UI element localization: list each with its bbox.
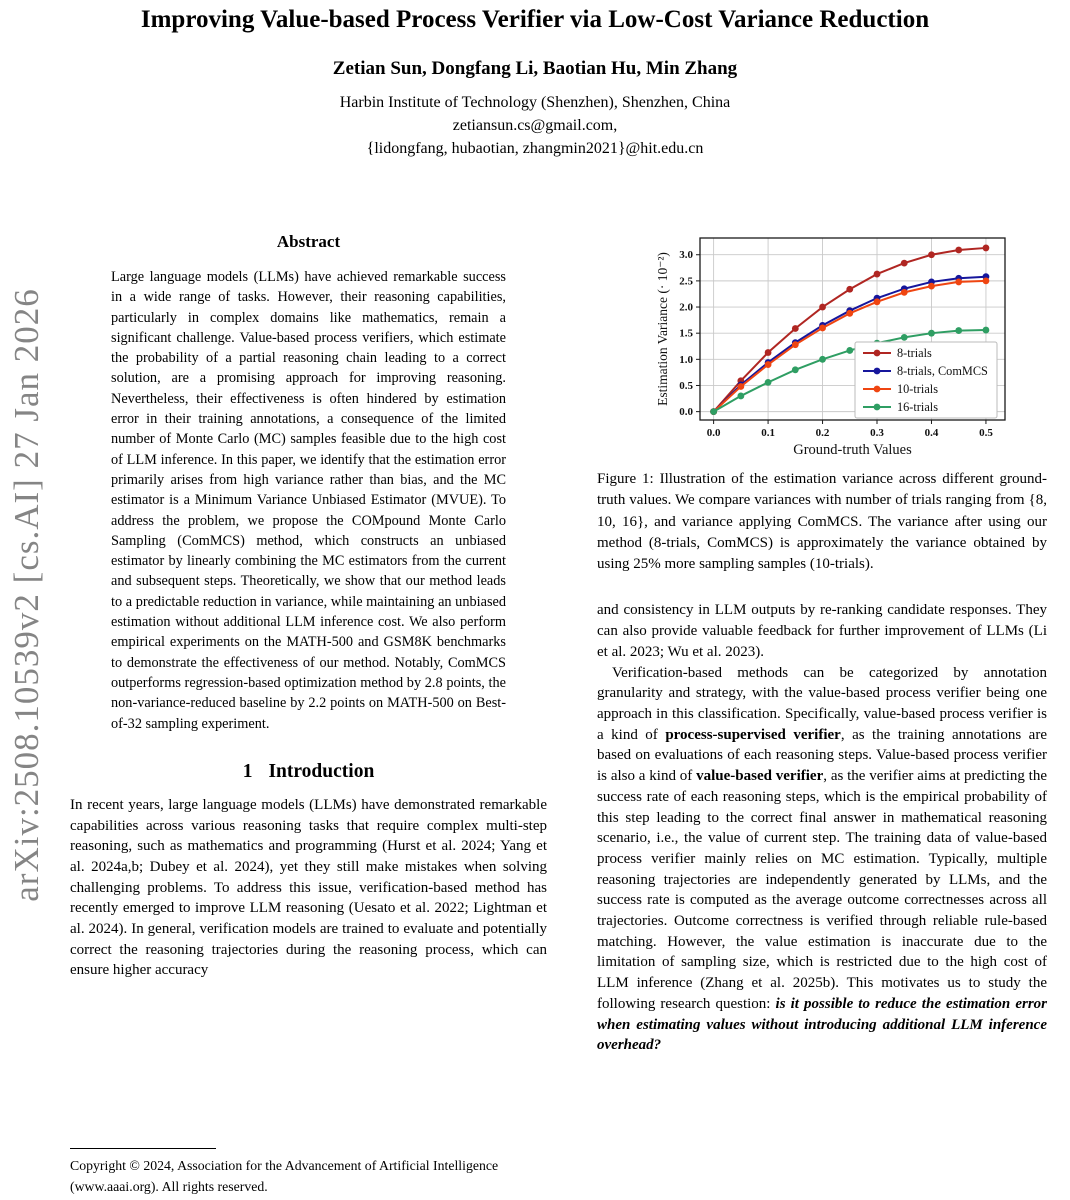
data-point bbox=[819, 303, 826, 311]
copyright-footnote: Copyright © 2024, Association for the Ad… bbox=[70, 1148, 547, 1197]
introduction-paragraph: In recent years, large language models (… bbox=[70, 796, 547, 979]
data-point bbox=[764, 378, 772, 386]
data-point bbox=[955, 278, 963, 286]
figure-1: 0.0 0.1 0.2 0.3 0.4 0.5 0.0 0.5 1.0 1.5 2.0 2.5 3.0 G… bbox=[597, 228, 1047, 575]
left-column: Abstract Large language models (LLMs) ha… bbox=[70, 232, 547, 1194]
tick-label-y: 3.0 bbox=[679, 249, 693, 261]
arxiv-watermark: arXiv:2508.10539v2 [cs.AI] 27 Jan 2026 bbox=[7, 288, 46, 902]
tick-label-x: 0.4 bbox=[925, 427, 939, 439]
data-point bbox=[982, 326, 990, 334]
right-paragraph-2: Verification-based methods can be catego… bbox=[597, 664, 1048, 1054]
data-point bbox=[928, 251, 935, 259]
x-axis-label: Ground-truth Values bbox=[793, 442, 912, 458]
data-point bbox=[764, 349, 772, 356]
right-column-body: and consistency in LLM outputs by re-ran… bbox=[597, 600, 1047, 1055]
copyright-text: Copyright © 2024, Association for the Ad… bbox=[70, 1158, 499, 1194]
email-line-1: zetiansun.cs@gmail.com, bbox=[452, 117, 618, 134]
data-point bbox=[873, 298, 881, 306]
data-point bbox=[955, 327, 963, 334]
legend-label: 8-trials, ComMCS bbox=[897, 364, 988, 378]
legend-label: 10-trials bbox=[897, 382, 938, 396]
section-title: Introduction bbox=[268, 760, 375, 782]
data-point bbox=[737, 383, 745, 390]
tick-label-y: 0.5 bbox=[679, 380, 693, 392]
data-point bbox=[928, 329, 935, 337]
email-line-2: {lidongfang, hubaotian, zhangmin2021}@hi… bbox=[366, 140, 704, 157]
data-point bbox=[982, 277, 990, 285]
data-point bbox=[791, 366, 799, 374]
footnote-rule bbox=[70, 1148, 216, 1149]
tick-label-x: 0.3 bbox=[870, 427, 884, 439]
legend-marker bbox=[873, 367, 881, 375]
data-point bbox=[928, 282, 935, 290]
data-point bbox=[791, 325, 799, 332]
plot-frame bbox=[699, 237, 1006, 421]
data-point bbox=[819, 324, 826, 332]
data-point bbox=[710, 408, 718, 416]
right-column: 0.0 0.1 0.2 0.3 0.4 0.5 0.0 0.5 1.0 1.5 2.0 2.5 3.0 G… bbox=[597, 228, 1047, 1056]
data-point bbox=[900, 333, 908, 341]
data-point bbox=[737, 392, 745, 400]
tick-label-y: 1.0 bbox=[679, 354, 693, 366]
abstract-section: Abstract Large language models (LLMs) ha… bbox=[111, 232, 506, 734]
legend-marker bbox=[873, 385, 881, 393]
data-point bbox=[900, 259, 908, 267]
authors-line: Zetian Sun, Dongfang Li, Baotian Hu, Min… bbox=[332, 58, 738, 79]
estimation-variance-chart: 0.0 0.1 0.2 0.3 0.4 0.5 0.0 0.5 1.0 1.5 2.0 2.5 3.0 G… bbox=[655, 228, 1015, 460]
legend-label: 16-trials bbox=[897, 400, 938, 414]
data-point bbox=[982, 244, 990, 252]
affiliation-line: Harbin Institute of Technology (Shenzhen… bbox=[339, 94, 731, 111]
tick-label-x: 0.5 bbox=[979, 427, 993, 439]
introduction-heading: 1 Introduction bbox=[70, 761, 547, 783]
legend-marker bbox=[873, 403, 881, 411]
data-point bbox=[819, 355, 826, 363]
tick-label-y: 0.0 bbox=[679, 406, 693, 418]
figure-1-caption: Figure 1: Illustration of the estimation… bbox=[597, 471, 1047, 573]
tick-label-y: 2.0 bbox=[679, 302, 693, 314]
tick-label-y: 1.5 bbox=[679, 328, 693, 340]
right-paragraph-1: and consistency in LLM outputs by re-ran… bbox=[597, 602, 1047, 660]
data-point bbox=[846, 347, 854, 354]
paper-header: Improving Value-based Process Verifier v… bbox=[0, 0, 1070, 160]
data-point bbox=[846, 285, 854, 293]
tick-label-y: 2.5 bbox=[679, 275, 693, 287]
tick-label-x: 0.0 bbox=[707, 427, 721, 439]
affiliation-block: Harbin Institute of Technology (Shenzhen… bbox=[0, 91, 1070, 160]
legend-marker bbox=[873, 349, 881, 357]
paper-title: Improving Value-based Process Verifier v… bbox=[140, 6, 930, 33]
abstract-heading: Abstract bbox=[276, 232, 341, 251]
tick-label-x: 0.2 bbox=[816, 427, 830, 439]
section-number: 1 bbox=[242, 760, 253, 782]
legend-label: 8-trials bbox=[897, 346, 932, 360]
legend-box bbox=[854, 341, 998, 419]
data-point bbox=[955, 246, 963, 254]
y-axis-label: Estimation Variance (· 10⁻²) bbox=[655, 252, 670, 406]
data-point bbox=[900, 288, 908, 296]
data-point bbox=[764, 361, 772, 368]
data-point bbox=[846, 309, 854, 317]
data-point bbox=[873, 270, 881, 278]
tick-label-x: 0.1 bbox=[761, 427, 775, 439]
data-point bbox=[791, 341, 799, 349]
chart-svg: 0.0 0.1 0.2 0.3 0.4 0.5 0.0 0.5 1.0 1.5 2.0 2.5 3.0 G… bbox=[655, 237, 1006, 458]
abstract-body: Large language models (LLMs) have achiev… bbox=[111, 269, 506, 732]
